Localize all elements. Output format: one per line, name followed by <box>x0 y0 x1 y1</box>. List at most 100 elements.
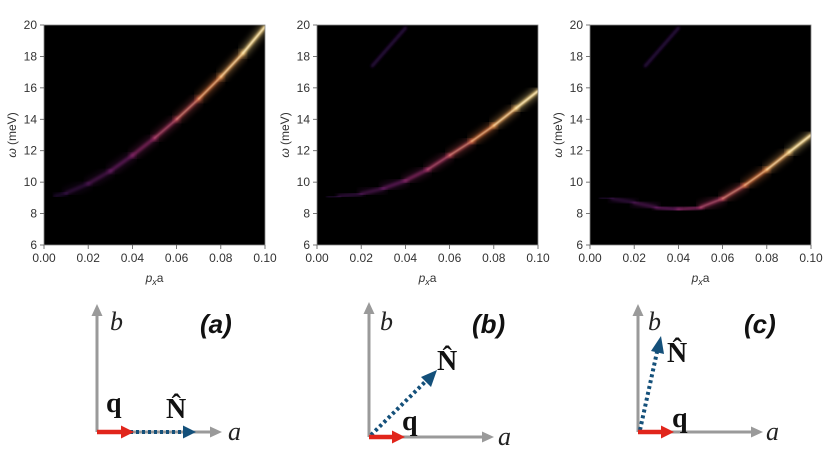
y-tick-label: 10 <box>24 175 38 189</box>
y-tick-label: 8 <box>303 207 310 221</box>
panel-label-c: (c) <box>744 309 776 339</box>
y-tick-label: 16 <box>297 81 311 95</box>
y-tick-label: 6 <box>303 238 310 252</box>
y-tick-label: 8 <box>30 207 37 221</box>
y-tick-label: 8 <box>576 207 583 221</box>
y-tick-label: 14 <box>24 112 38 126</box>
a-axis-label: a <box>228 417 241 446</box>
curve-core-segment <box>744 169 768 186</box>
n-hat-vector <box>638 351 659 431</box>
heatmap-background <box>317 25 538 245</box>
y-axis-label: ω (meV) <box>278 112 292 157</box>
n-hat-arrowhead <box>421 370 437 387</box>
curve-core-segment <box>198 76 222 100</box>
x-axis-label: pxa <box>691 271 710 287</box>
q-arrowhead <box>392 430 405 444</box>
x-tick-label: 0.08 <box>209 251 233 265</box>
a-axis-label: a <box>498 422 511 451</box>
n-hat-arrowhead <box>651 336 664 354</box>
x-tick-label: 0.00 <box>578 251 602 265</box>
a-axis-label: a <box>766 417 779 446</box>
y-tick-label: 12 <box>24 144 38 158</box>
b-axis-label: b <box>110 307 123 336</box>
faint-branch <box>643 26 680 68</box>
y-tick-label: 18 <box>24 49 38 63</box>
x-tick-label: 0.06 <box>165 251 189 265</box>
y-tick-label: 16 <box>24 81 38 95</box>
x-tick-label: 0.08 <box>482 251 506 265</box>
curve-segment <box>108 153 134 173</box>
x-axis-label: pxa <box>145 271 164 287</box>
q-arrowhead <box>121 425 134 439</box>
y-tick-label: 10 <box>570 175 584 189</box>
vector-diagram-a: b a (a) q N̂ <box>91 304 241 446</box>
y-tick-label: 20 <box>570 18 584 32</box>
n-hat-label: N̂ <box>667 338 687 369</box>
y-tick-label: 18 <box>297 49 311 63</box>
curve-core-segment <box>471 125 495 142</box>
faint-branch <box>370 26 407 68</box>
y-tick-label: 20 <box>297 18 311 32</box>
plot-frame <box>43 24 266 246</box>
y-tick-label: 14 <box>570 112 584 126</box>
y-tick-label: 18 <box>570 49 584 63</box>
curve-core-segment <box>788 134 811 153</box>
y-tick-label: 6 <box>30 238 37 252</box>
panel-label-a: (a) <box>200 309 232 339</box>
y-tick-label: 6 <box>576 238 583 252</box>
x-tick-label: 0.08 <box>755 251 779 265</box>
x-tick-label: 0.10 <box>526 251 550 265</box>
heatmap-panel-c: 0.00 0.02 0.04 0.06 0.08 0.10 6 8 10 12 14 16 18 20 px… <box>551 18 823 287</box>
x-tick-label: 0.02 <box>623 251 647 265</box>
dispersion-curve <box>596 130 811 215</box>
dispersion-curve <box>323 86 538 202</box>
x-tick-label: 0.10 <box>799 251 823 265</box>
curve-segment <box>130 136 157 157</box>
x-tick-label: 0.06 <box>711 251 735 265</box>
x-tick-label: 0.04 <box>667 251 691 265</box>
heatmap-background <box>590 25 811 245</box>
curve-core-segment <box>493 107 517 127</box>
q-label: q <box>672 403 688 434</box>
b-axis-label: b <box>648 307 661 336</box>
a-axis-arrowhead <box>210 426 222 438</box>
plot-frame <box>589 24 812 246</box>
n-hat-label: N̂ <box>437 346 457 377</box>
y-tick-label: 12 <box>570 144 584 158</box>
x-tick-label: 0.04 <box>394 251 418 265</box>
b-axis-label: b <box>380 307 393 336</box>
curve-core-segment <box>176 98 200 120</box>
curve-core-segment <box>242 26 265 54</box>
a-axis-arrowhead <box>751 426 763 438</box>
n-hat-vector <box>369 379 428 437</box>
dispersion-curve <box>50 25 265 201</box>
q-label: q <box>402 406 418 437</box>
y-tick-label: 20 <box>24 18 38 32</box>
a-axis-arrowhead <box>482 431 494 443</box>
x-tick-label: 0.02 <box>350 251 374 265</box>
y-tick-label: 14 <box>297 112 311 126</box>
x-tick-label: 0.06 <box>438 251 462 265</box>
curve-core-segment <box>153 118 178 139</box>
q-arrowhead <box>661 425 674 439</box>
curve-core-segment <box>766 151 790 171</box>
n-hat-arrowhead <box>183 425 196 439</box>
x-tick-label: 0.00 <box>305 251 329 265</box>
y-axis-label: ω (meV) <box>551 112 565 157</box>
x-axis-label: pxa <box>418 271 437 287</box>
y-tick-label: 16 <box>570 81 584 95</box>
x-tick-label: 0.04 <box>121 251 145 265</box>
vector-diagram-b: b a (b) q N̂ <box>363 302 511 451</box>
b-axis-arrowhead <box>632 304 644 316</box>
y-tick-label: 10 <box>297 175 311 189</box>
heatmap-panel-b: 0.00 0.02 0.04 0.06 0.08 0.10 6 8 10 12 14 16 18 20 px… <box>278 18 550 287</box>
panel-label-b: (b) <box>472 309 505 339</box>
y-tick-label: 12 <box>297 144 311 158</box>
x-tick-label: 0.10 <box>253 251 277 265</box>
x-tick-label: 0.00 <box>32 251 56 265</box>
plot-frame <box>316 24 539 246</box>
b-axis-arrowhead <box>363 302 375 314</box>
vector-diagram-c: b a (c) q N̂ <box>632 304 779 446</box>
y-axis-label: ω (meV) <box>5 112 19 157</box>
